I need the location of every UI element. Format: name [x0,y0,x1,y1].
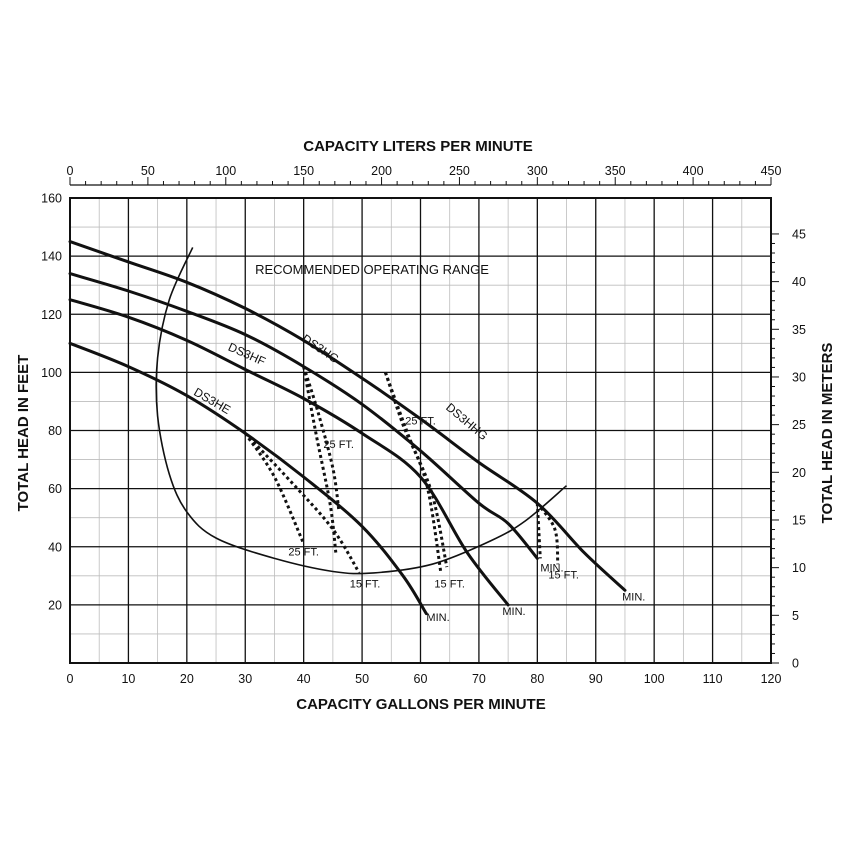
npsh-line [302,366,341,510]
right-tick-label: 35 [792,323,806,337]
operating-range-label: RECOMMENDED OPERATING RANGE [255,262,489,277]
top-tick-label: 350 [605,164,626,178]
right-tick-label: 40 [792,275,806,289]
right-tick-label: 25 [792,418,806,432]
x-tick-label: 10 [121,672,135,686]
right-axis: 0 5 10 15 20 25 30 35 40 45 [771,227,806,671]
operating-range [155,247,568,575]
top-tick-label: 300 [527,164,548,178]
top-tick-label: 150 [293,164,314,178]
min-label: MIN. [502,606,525,618]
x-tick-label: 100 [644,672,665,686]
npsh-label: 25 FT. [288,546,319,558]
right-tick-label: 0 [792,657,799,671]
x-tick-label: 110 [703,672,723,686]
right-tick-label: 45 [792,227,806,241]
curve-ds3hg [68,272,539,560]
top-axis-title: CAPACITY LITERS PER MINUTE [303,138,532,155]
top-tick-label: 250 [449,164,470,178]
y-tick-label: 120 [41,308,62,322]
right-tick-label: 5 [792,609,799,623]
top-tick-label: 0 [67,164,74,178]
npsh-lines [244,366,560,574]
y-tick-label: 160 [41,192,62,206]
top-axis: 0 50 100 150 200 250 300 350 400 450 [67,164,782,186]
npsh-line [244,432,361,574]
left-axis: 20 40 60 80 100 120 140 160 [41,192,62,613]
top-tick-label: 200 [371,164,392,178]
x-tick-label: 20 [180,672,194,686]
major-grid [70,198,771,663]
right-tick-label: 10 [792,561,806,575]
bottom-axis-title: CAPACITY GALLONS PER MINUTE [296,696,545,713]
y-tick-label: 100 [41,366,62,380]
right-tick-label: 30 [792,370,806,384]
y-tick-label: 140 [41,250,62,264]
npsh-line [302,366,338,553]
y-tick-label: 80 [48,424,62,438]
curve-ds3he [68,341,428,616]
x-tick-label: 60 [414,672,428,686]
top-tick-label: 100 [215,164,236,178]
x-tick-label: 40 [297,672,311,686]
x-tick-label: 0 [67,672,74,686]
left-axis-title: TOTAL HEAD IN FEET [15,355,32,512]
y-tick-label: 60 [48,482,62,496]
right-axis-title: TOTAL HEAD IN METERS [819,343,836,524]
top-tick-label: 50 [141,164,155,178]
right-tick-label: 20 [792,466,806,480]
min-label: MIN. [622,592,645,604]
npsh-label: 15 FT. [350,578,381,590]
x-tick-label: 50 [355,672,369,686]
curve-ds3hf [68,298,510,607]
x-tick-label: 70 [472,672,486,686]
plot-frame [69,197,772,664]
x-tick-label: 30 [238,672,252,686]
npsh-label: 25 FT. [323,439,354,451]
npsh-label: 25 FT. [405,416,436,428]
x-tick-label: 90 [589,672,603,686]
x-tick-label: 80 [530,672,544,686]
top-tick-label: 400 [683,164,704,178]
y-tick-label: 40 [48,540,62,554]
bottom-axis: 0 10 20 30 40 50 60 70 80 90 100 110 120 [67,672,782,686]
x-tick-label: 120 [761,672,782,686]
top-tick-label: 450 [761,164,782,178]
right-tick-label: 15 [792,513,806,527]
y-tick-label: 20 [48,598,62,612]
operating-range-curve [155,247,568,575]
min-label: MIN. [540,562,563,574]
npsh-line [244,432,306,545]
npsh-line [536,502,560,565]
min-label: MIN. [426,612,449,624]
npsh-label: 15 FT. [434,578,465,590]
npsh-label: 15 FT. [548,570,579,582]
